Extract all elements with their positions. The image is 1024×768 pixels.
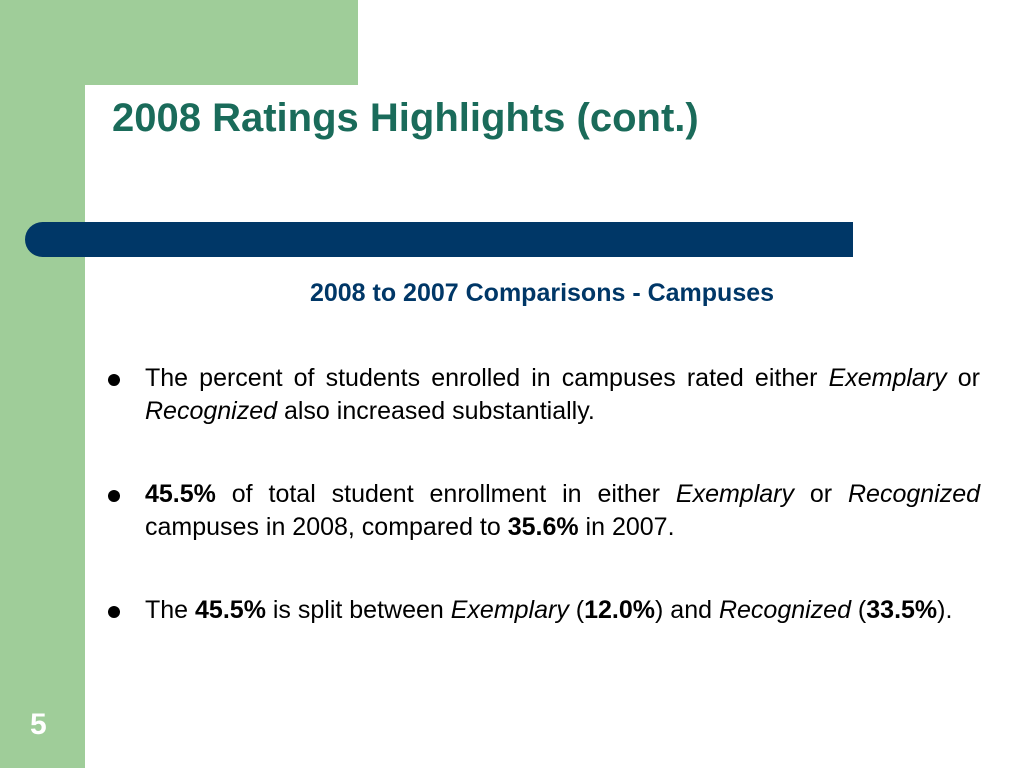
text-run: ). <box>937 596 953 624</box>
text-run-italic: Recognized <box>718 596 851 624</box>
text-run: also increased substantially. <box>277 397 595 425</box>
text-run-italic: Recognized <box>847 480 981 508</box>
text-run: is split between <box>265 596 451 624</box>
text-run: ( <box>850 596 867 624</box>
text-run-bold: 12.0% <box>584 596 656 624</box>
text-run: of total student enrollment in either <box>215 480 676 508</box>
top-accent-band <box>0 0 358 85</box>
bullet-dot-icon <box>108 374 120 386</box>
text-run: campuses in 2008, compared to <box>145 513 508 541</box>
left-accent-band <box>0 0 85 768</box>
slide-subtitle: 2008 to 2007 Comparisons - Campuses <box>309 279 775 307</box>
bullet-dot-icon <box>108 490 120 502</box>
text-run: ) and <box>655 596 719 624</box>
text-run-bold: 33.5% <box>866 596 938 624</box>
bullet-dot-icon <box>108 606 120 618</box>
title-divider-bar <box>25 222 853 257</box>
text-run: or <box>793 480 848 508</box>
text-run: The <box>145 596 196 624</box>
text-run-italic: Exemplary <box>828 364 947 392</box>
slide-title: 2008 Ratings Highlights (cont.) <box>112 96 699 140</box>
bullet-item: 45.5% of total student enrollment in eit… <box>100 478 980 544</box>
bullet-item: The percent of students enrolled in camp… <box>100 362 980 428</box>
text-run: in 2007. <box>578 513 675 541</box>
text-run-italic: Recognized <box>145 397 278 425</box>
text-run: The percent of students enrolled in camp… <box>145 364 829 392</box>
slide-number: 5 <box>30 708 47 741</box>
content-corner <box>85 85 165 165</box>
text-run-italic: Exemplary <box>675 480 794 508</box>
text-run-bold: 35.6% <box>507 513 579 541</box>
bullet-item: The 45.5% is split between Exemplary (12… <box>100 594 980 627</box>
text-run: ( <box>568 596 585 624</box>
text-run-bold: 45.5% <box>145 480 216 508</box>
text-run: or <box>946 364 980 392</box>
bullet-list: The percent of students enrolled in camp… <box>100 362 980 627</box>
text-run-italic: Exemplary <box>450 596 569 624</box>
text-run-bold: 45.5% <box>195 596 266 624</box>
